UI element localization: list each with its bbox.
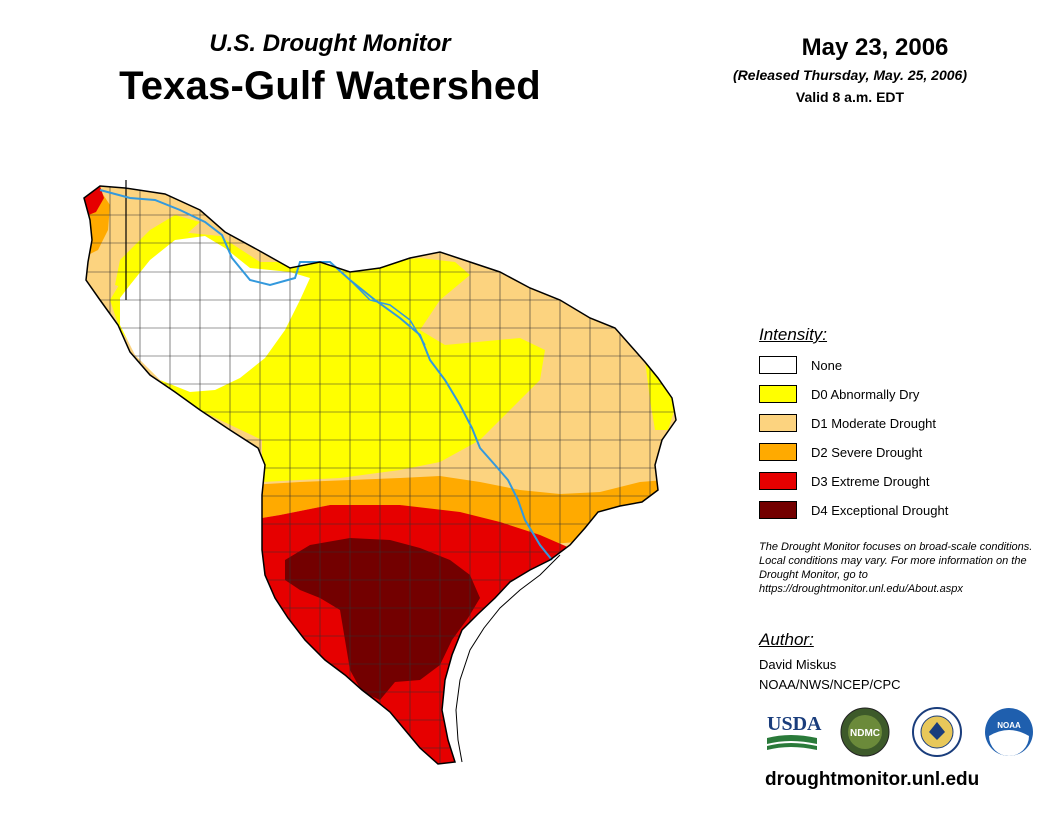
svg-text:USDA: USDA [767,713,822,735]
legend-swatch [759,356,797,374]
website-link[interactable]: droughtmonitor.unl.edu [765,769,980,790]
d2-area-south [250,476,665,545]
watershed-border [83,185,677,765]
river-branch [349,279,426,346]
d0-area-east [645,360,676,430]
legend-swatch [759,414,797,432]
legend-heading: Intensity: [759,325,828,344]
author-org: NOAA/NWS/NCEP/CPC [759,677,901,692]
legend-item-d0: D0 Abnormally Dry [759,383,919,405]
d4-area [285,538,480,700]
doc-seal [912,707,962,757]
legend-item-none: None [759,354,842,376]
coastline-islands [455,554,561,763]
legend-item-d4: D4 Exceptional Drought [759,499,948,521]
legend-label: D1 Moderate Drought [811,415,937,431]
map-subtitle: U.S. Drought Monitor [209,30,451,57]
author-heading: Author: [759,630,814,649]
legend-label: D3 Extreme Drought [811,473,930,489]
legend-swatch [759,501,797,519]
usda-logo: USDA [767,713,822,750]
legend-swatch [759,385,797,403]
legend-item-d3: D3 Extreme Drought [759,470,930,492]
agency-logos: USDA NDMC NOAA [767,707,1033,757]
legend-label: D2 Severe Drought [811,444,923,460]
legend-item-d1: D1 Moderate Drought [759,412,936,434]
legend-label: None [811,357,843,373]
legend-swatch [759,472,797,490]
author-name: David Miskus [759,657,837,672]
release-note: (Released Thursday, May. 25, 2006) [733,67,967,83]
legend-swatch [759,443,797,461]
river [99,189,553,561]
d0-area-north [115,215,200,290]
svg-text:NDMC: NDMC [850,728,880,739]
none-area [120,236,310,392]
map-date: May 23, 2006 [801,34,949,61]
map-title: Texas-Gulf Watershed [119,64,541,108]
legend-item-d2: D2 Severe Drought [759,441,922,463]
watershed-map [83,180,677,765]
legend-label: D4 Exceptional Drought [811,502,949,518]
noaa-logo: NOAA [985,708,1033,756]
disclaimer-note: The Drought Monitor focuses on broad-sca… [759,541,1033,595]
svg-text:NOAA: NOAA [997,721,1021,730]
valid-time: Valid 8 a.m. EDT [795,89,905,105]
ndmc-logo: NDMC [840,707,890,757]
legend-label: D0 Abnormally Dry [811,386,920,402]
